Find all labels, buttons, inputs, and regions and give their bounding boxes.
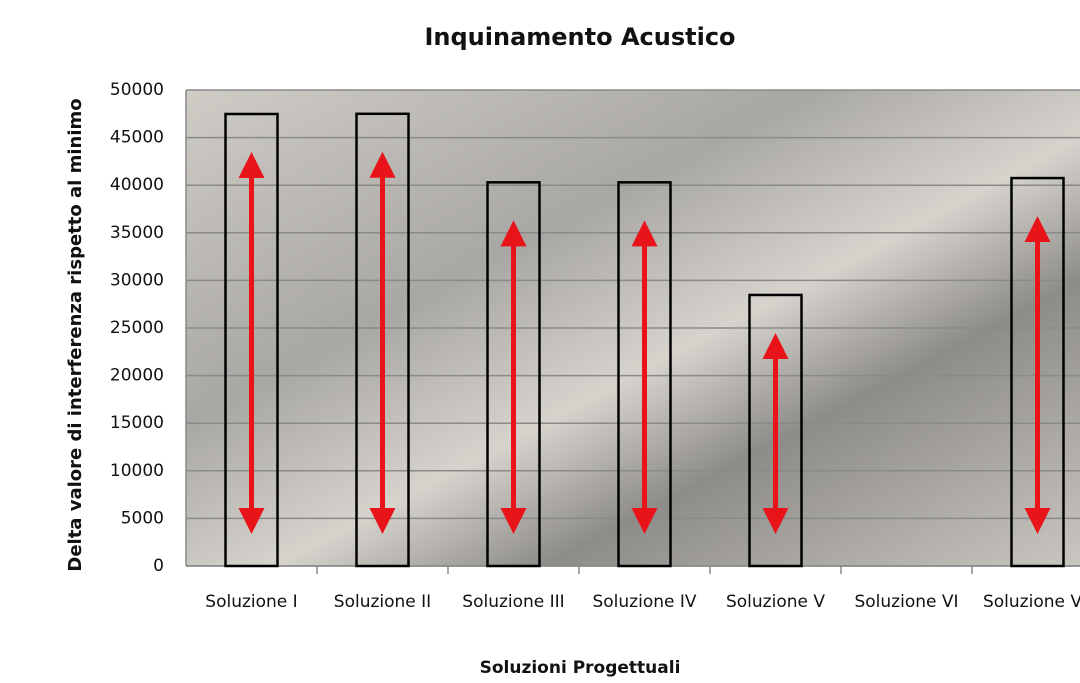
y-tick-label: 45000	[110, 128, 164, 148]
y-tick-label: 10000	[110, 461, 164, 481]
x-tick-label: Soluzione VI	[841, 588, 972, 616]
x-axis-label: Soluzioni Progettuali	[480, 658, 681, 678]
chart-title: Inquinamento Acustico	[424, 23, 735, 51]
y-tick-label: 20000	[110, 366, 164, 386]
y-tick-label: 0	[153, 556, 164, 576]
y-tick-label: 15000	[110, 413, 164, 433]
y-tick-label: 30000	[110, 270, 164, 290]
x-tick-label: Soluzione V	[710, 588, 841, 616]
x-tick-label: Soluzione IV	[579, 588, 710, 616]
y-tick-label: 25000	[110, 318, 164, 338]
x-tick-label: Soluzione I	[186, 588, 317, 616]
y-tick-label: 40000	[110, 175, 164, 195]
chart: Inquinamento Acustico Soluzioni Progettu…	[0, 0, 1080, 683]
y-tick-label: 35000	[110, 223, 164, 243]
x-tick-label: Soluzione VII	[972, 588, 1080, 616]
y-tick-label: 5000	[121, 508, 164, 528]
y-tick-label: 50000	[110, 80, 164, 100]
x-tick-label: Soluzione III	[448, 588, 579, 616]
page: Inquinamento Acustico Soluzioni Progettu…	[0, 0, 1080, 683]
x-tick-label: Soluzione II	[317, 588, 448, 616]
y-axis-label: Delta valore di interferenza rispetto al…	[65, 98, 86, 571]
